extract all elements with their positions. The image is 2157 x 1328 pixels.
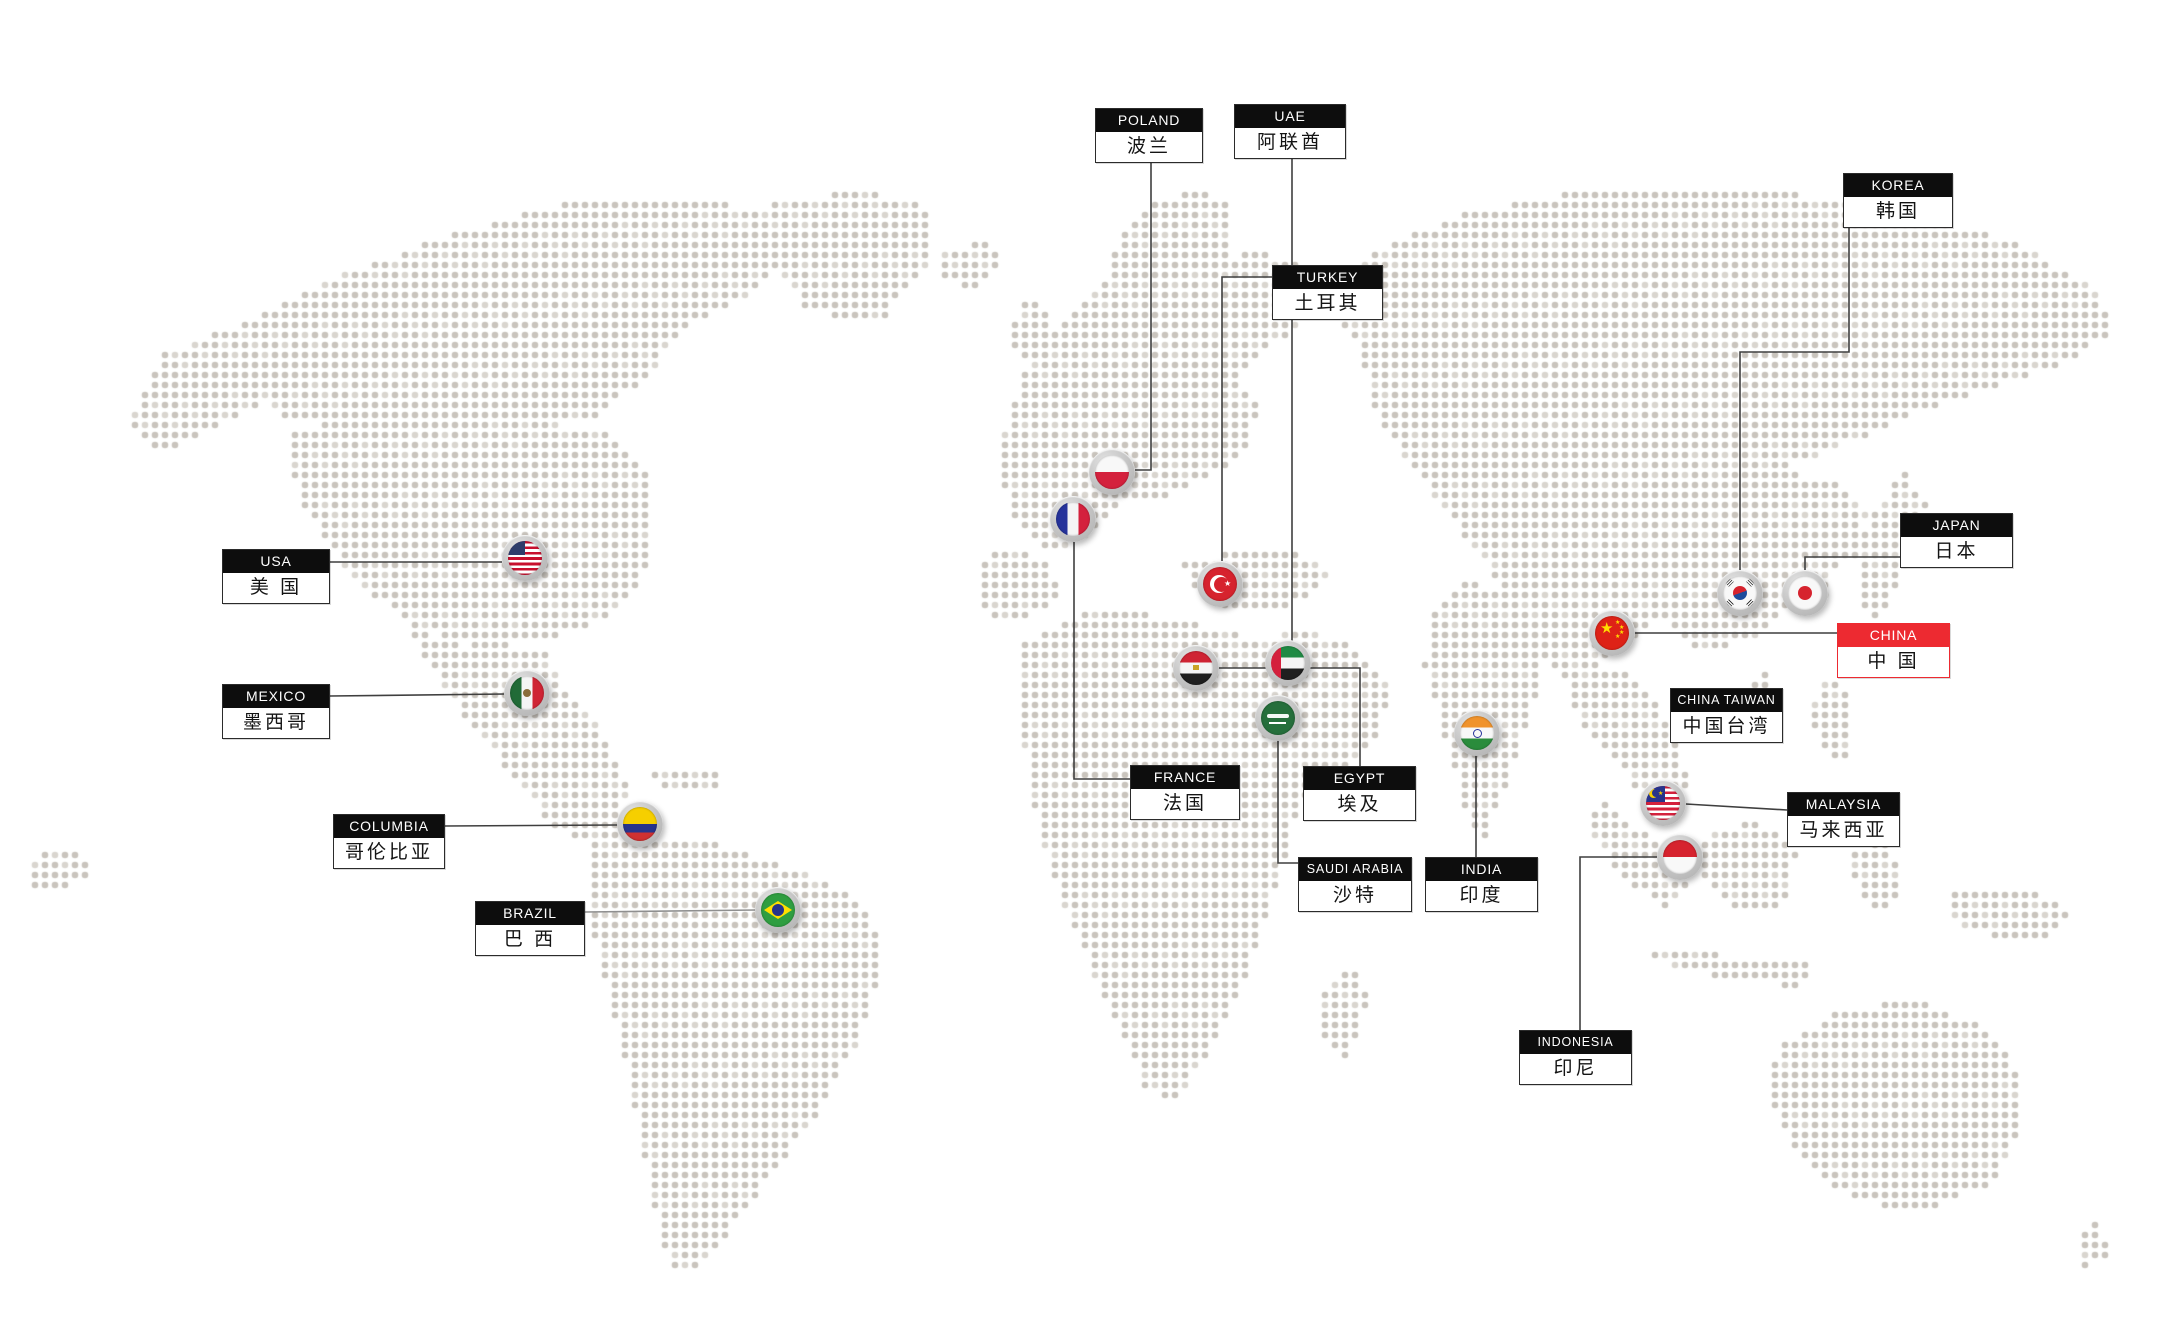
colombia-flag-icon [623, 807, 657, 841]
country-name-en: MEXICO [245, 688, 307, 704]
saudi-flag-icon [1261, 701, 1295, 735]
saudi-flag-marker [1255, 695, 1301, 741]
country-name-en: USA [260, 553, 292, 569]
country-name-zh: 马来西亚 [1799, 820, 1888, 841]
turkey-flag-icon: ★ [1203, 567, 1237, 601]
country-name-zh: 埃及 [1337, 794, 1382, 815]
country-name-zh: 法国 [1162, 793, 1207, 814]
indonesia-flag-icon [1663, 840, 1697, 874]
country-label-japan: JAPAN 日本 [1900, 513, 2013, 568]
country-label-uae: UAE 阿联酋 [1234, 104, 1346, 159]
uae-flag-marker [1265, 640, 1311, 686]
country-name-en: CHINA TAIWAN [1677, 693, 1776, 707]
country-name-zh: 韩国 [1875, 201, 1920, 222]
country-label-china-taiwan: CHINA TAIWAN 中国台湾 [1670, 688, 1783, 743]
country-label-brazil: BRAZIL 巴 西 [475, 901, 585, 956]
usa-flag-marker [502, 535, 548, 581]
turkey-flag-marker: ★ [1197, 561, 1243, 607]
country-label-egypt: EGYPT 埃及 [1303, 766, 1416, 821]
country-name-zh: 印度 [1459, 885, 1504, 906]
country-label-malaysia: MALAYSIA 马来西亚 [1787, 792, 1900, 847]
colombia-flag-marker [617, 801, 663, 847]
country-name-zh: 土耳其 [1294, 293, 1361, 314]
japan-flag-icon [1788, 576, 1822, 610]
mexico-flag-icon [510, 676, 544, 710]
country-name-zh: 中国台湾 [1682, 716, 1771, 737]
china-flag-icon: ★ ★ ★ ★ ★ [1595, 616, 1629, 650]
country-name-en: INDIA [1460, 861, 1503, 877]
usa-flag-icon [508, 541, 542, 575]
country-name-zh: 美 国 [249, 577, 303, 598]
china-flag-marker: ★ ★ ★ ★ ★ [1589, 610, 1635, 656]
country-label-turkey: TURKEY 土耳其 [1272, 265, 1383, 320]
poland-flag-icon [1095, 455, 1129, 489]
uae-flag-icon [1271, 646, 1305, 680]
country-name-zh: 哥伦比亚 [344, 842, 433, 863]
indonesia-flag-marker [1657, 834, 1703, 880]
country-name-en: BRAZIL [503, 905, 557, 921]
malaysia-flag-icon: ★ [1646, 786, 1680, 820]
mexico-flag-marker [504, 670, 550, 716]
country-label-poland: POLAND 波兰 [1095, 108, 1203, 163]
india-flag-icon [1460, 716, 1494, 750]
country-label-france: FRANCE 法国 [1130, 765, 1240, 820]
country-name-en: MALAYSIA [1805, 796, 1882, 812]
country-name-en: INDONESIA [1537, 1035, 1614, 1049]
country-name-zh: 日本 [1934, 541, 1979, 562]
country-label-korea: KOREA 韩国 [1843, 173, 1953, 228]
country-name-zh: 波兰 [1126, 136, 1171, 157]
brazil-flag-marker [755, 887, 801, 933]
country-label-china: CHINA 中 国 [1837, 623, 1950, 678]
egypt-flag-marker [1173, 645, 1219, 691]
country-name-en: FRANCE [1153, 769, 1217, 785]
country-name-en: COLUMBIA [349, 818, 429, 834]
country-name-en: EGYPT [1333, 770, 1386, 786]
poland-flag-marker [1089, 449, 1135, 495]
country-name-zh: 印尼 [1553, 1058, 1598, 1079]
country-name-zh: 巴 西 [503, 929, 557, 950]
country-label-mexico: MEXICO 墨西哥 [222, 684, 330, 739]
korea-flag-marker [1717, 570, 1763, 616]
france-flag-marker [1050, 496, 1096, 542]
japan-flag-marker [1782, 570, 1828, 616]
country-name-en: UAE [1274, 108, 1306, 124]
country-label-indonesia: INDONESIA 印尼 [1519, 1030, 1632, 1085]
country-label-saudi-arabia: SAUDI ARABIA 沙特 [1298, 857, 1412, 912]
country-label-usa: USA 美 国 [222, 549, 330, 604]
france-flag-icon [1056, 502, 1090, 536]
country-name-zh: 墨西哥 [242, 712, 309, 733]
india-flag-marker [1454, 710, 1500, 756]
country-name-en: KOREA [1871, 177, 1925, 193]
country-name-zh: 中 国 [1867, 651, 1920, 672]
country-name-zh: 阿联酋 [1256, 132, 1323, 153]
country-name-en: SAUDI ARABIA [1306, 862, 1404, 876]
brazil-flag-icon [761, 893, 795, 927]
korea-flag-icon [1723, 576, 1757, 610]
country-label-columbia: COLUMBIA 哥伦比亚 [333, 814, 445, 869]
country-label-india: INDIA 印度 [1425, 857, 1538, 912]
country-name-en: TURKEY [1296, 269, 1359, 285]
egypt-flag-icon [1179, 651, 1213, 685]
country-name-en: POLAND [1117, 112, 1181, 128]
country-name-en: CHINA [1869, 627, 1918, 643]
country-name-zh: 沙特 [1332, 885, 1377, 906]
malaysia-flag-marker: ★ [1640, 780, 1686, 826]
country-name-en: JAPAN [1932, 517, 1981, 533]
